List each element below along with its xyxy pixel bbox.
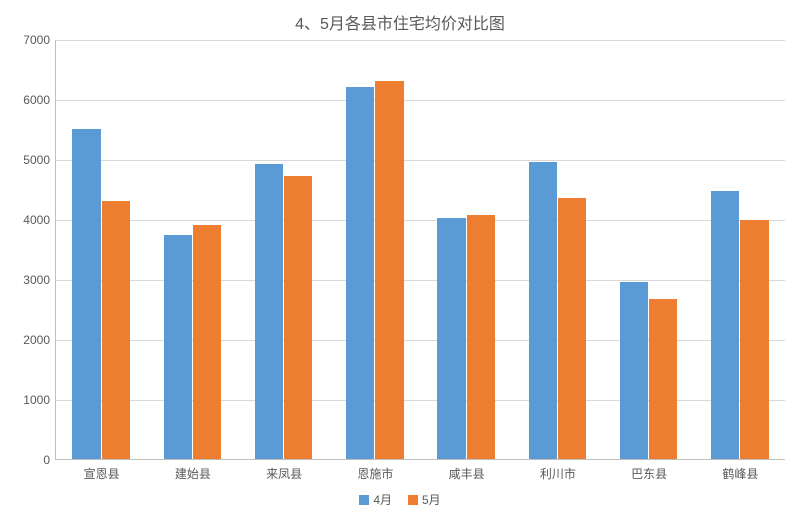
y-tick-label: 2000 — [23, 333, 56, 347]
y-tick-label: 1000 — [23, 393, 56, 407]
y-tick-label: 7000 — [23, 33, 56, 47]
x-tick-label: 咸丰县 — [421, 459, 512, 482]
bar-group: 建始县 — [147, 40, 238, 459]
bar — [193, 225, 221, 459]
bar-group: 宣恩县 — [56, 40, 147, 459]
bar — [346, 87, 374, 459]
legend-label: 4月 — [373, 491, 392, 508]
bar — [711, 191, 739, 459]
x-tick-label: 巴东县 — [604, 459, 695, 482]
y-tick-label: 0 — [43, 453, 56, 467]
bar — [558, 198, 586, 459]
bar-group: 鹤峰县 — [695, 40, 786, 459]
bar — [467, 215, 495, 459]
bar — [529, 162, 557, 459]
legend-item: 4月 — [359, 491, 392, 508]
bar — [437, 218, 465, 459]
x-tick-label: 恩施市 — [330, 459, 421, 482]
bar — [164, 235, 192, 459]
bar — [649, 299, 677, 459]
y-tick-label: 4000 — [23, 213, 56, 227]
x-tick-label: 利川市 — [512, 459, 603, 482]
legend-swatch — [359, 495, 369, 505]
legend-swatch — [408, 495, 418, 505]
y-tick-label: 5000 — [23, 153, 56, 167]
bar — [72, 129, 100, 459]
bar — [620, 282, 648, 459]
x-tick-label: 鹤峰县 — [695, 459, 786, 482]
plot-area: 01000200030004000500060007000宣恩县建始县来凤县恩施… — [55, 40, 785, 460]
bar-group: 利川市 — [512, 40, 603, 459]
chart-container: 4、5月各县市住宅均价对比图 0100020003000400050006000… — [0, 0, 800, 514]
legend-label: 5月 — [422, 491, 441, 508]
x-tick-label: 建始县 — [147, 459, 238, 482]
bar-group: 咸丰县 — [421, 40, 512, 459]
bar-group: 来凤县 — [239, 40, 330, 459]
bar — [284, 176, 312, 459]
x-tick-label: 来凤县 — [239, 459, 330, 482]
y-tick-label: 6000 — [23, 93, 56, 107]
bar — [740, 220, 768, 459]
y-tick-label: 3000 — [23, 273, 56, 287]
bar — [255, 164, 283, 459]
bar — [375, 81, 403, 459]
bar — [102, 201, 130, 459]
chart-title: 4、5月各县市住宅均价对比图 — [0, 10, 800, 34]
legend-item: 5月 — [408, 491, 441, 508]
legend: 4月 5月 — [0, 491, 800, 508]
bar-group: 巴东县 — [604, 40, 695, 459]
bar-group: 恩施市 — [330, 40, 421, 459]
x-tick-label: 宣恩县 — [56, 459, 147, 482]
